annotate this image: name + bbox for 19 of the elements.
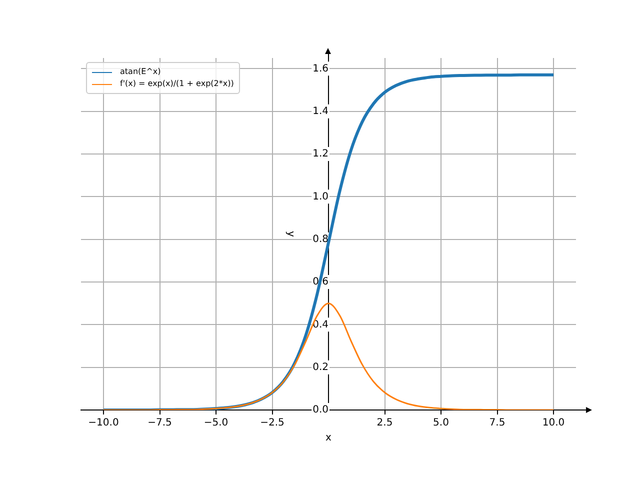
y-tick-label: 0.2	[312, 362, 328, 373]
x-tick-label: 10.0	[542, 418, 565, 429]
x-axis-title: x	[326, 432, 332, 444]
x-tick-label: −2.5	[260, 418, 284, 429]
x-tick-label: 7.5	[489, 418, 506, 429]
x-tick-label: −5.0	[204, 418, 228, 429]
x-tick-label: −10.0	[88, 418, 119, 429]
legend-label: atan(E^x)	[120, 66, 161, 78]
y-axis-title: y	[285, 231, 296, 238]
y-tick-label: 0.0	[312, 404, 328, 416]
y-tick-label: 1.6	[312, 63, 328, 74]
y-tick-label: 1.2	[312, 148, 328, 160]
x-tick-label: 2.5	[376, 418, 393, 429]
y-tick-label: 0.8	[312, 234, 328, 245]
y-tick-label: 1.0	[312, 191, 328, 202]
legend-label: f'(x) = exp(x)/(1 + exp(2*x))	[120, 78, 234, 90]
x-tick-label: −7.5	[148, 418, 172, 429]
y-tick-label: 1.4	[312, 106, 328, 117]
x-tick-label: 5.0	[433, 418, 449, 429]
